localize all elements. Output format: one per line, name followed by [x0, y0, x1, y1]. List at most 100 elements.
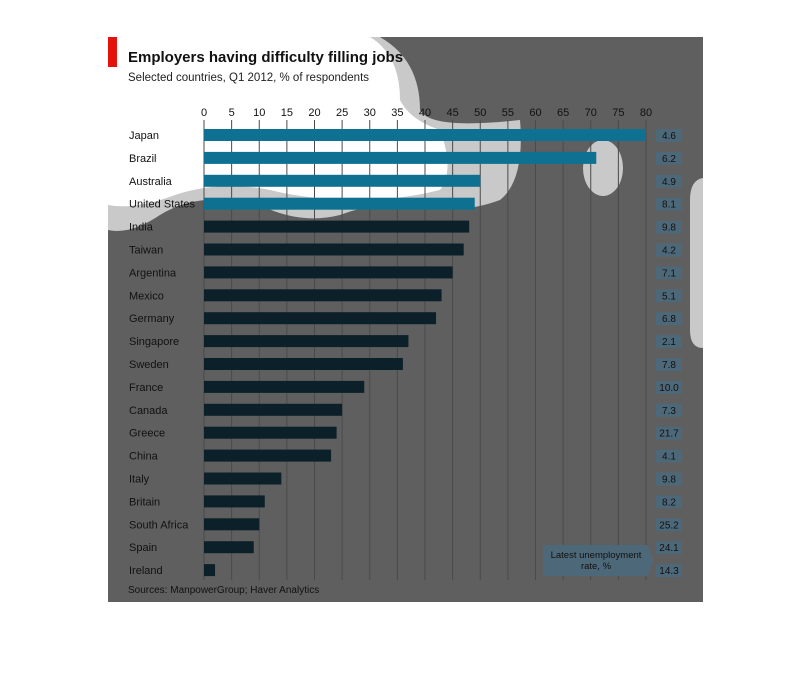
unemployment-box [656, 426, 682, 440]
x-tick-label: 10 [253, 107, 265, 119]
unemployment-note: Latest unemployment rate, % [543, 545, 653, 576]
bar [204, 518, 260, 531]
category-label: Brazil [129, 153, 157, 165]
unemployment-value: 2.1 [662, 337, 676, 348]
bar [204, 380, 365, 393]
grid-lines [203, 120, 647, 581]
unemployment-box [656, 335, 682, 349]
unemployment-value: 7.3 [662, 406, 676, 417]
highlight-overlay-white [108, 37, 448, 207]
x-tick-label: 20 [308, 107, 320, 119]
category-label: United States [129, 199, 196, 211]
unemployment-box [656, 495, 682, 509]
bar [204, 312, 437, 325]
unemployment-note-label: Latest unemployment rate, % [551, 550, 642, 572]
bar [204, 174, 481, 187]
x-axis-ticks: 0 5 10 15 20 25 30 35 40 45 50 55 60 65 70 75 80 [201, 107, 652, 119]
x-tick-label: 80 [640, 107, 652, 119]
unemployment-column: 4.6 6.2 4.9 8.1 9.8 4.2 7.1 5.1 6.8 2.1 7.8 10.0 7.3… [656, 129, 682, 578]
unemployment-value: 6.2 [662, 154, 676, 165]
x-tick-label: 35 [391, 107, 403, 119]
x-tick-label: 25 [336, 107, 348, 119]
category-label: Britain [129, 496, 160, 508]
chart-title: Employers having difficulty filling jobs [128, 49, 403, 66]
category-label: Argentina [129, 267, 177, 279]
category-label: India [129, 222, 154, 234]
category-label: Italy [129, 474, 150, 486]
x-tick-label: 40 [419, 107, 431, 119]
category-label: Spain [129, 542, 157, 554]
x-tick-label: 0 [201, 107, 207, 119]
bar [204, 197, 475, 210]
category-label: Ireland [129, 565, 163, 577]
unemployment-box [656, 312, 682, 326]
unemployment-box [656, 289, 682, 303]
unemployment-box [656, 472, 682, 486]
red-accent-tag [108, 37, 117, 67]
bar [204, 335, 409, 348]
category-label: Australia [129, 176, 173, 188]
bars [204, 129, 646, 577]
unemployment-box [656, 449, 682, 463]
category-labels: Japan Brazil Australia United States India Ta… [129, 130, 196, 577]
category-label: France [129, 382, 163, 394]
category-label: Canada [129, 405, 168, 417]
category-label: Sweden [129, 359, 169, 371]
unemployment-value: 6.8 [662, 314, 676, 325]
bar [204, 495, 265, 508]
unemployment-box [656, 243, 682, 257]
unemployment-box [656, 403, 682, 417]
category-label: Singapore [129, 336, 179, 348]
bar [204, 426, 337, 439]
highlight-overlay-oval [583, 140, 623, 196]
unemployment-value: 9.8 [662, 223, 676, 234]
unemployment-box [656, 151, 682, 165]
unemployment-value: 7.8 [662, 360, 676, 371]
category-label: Germany [129, 313, 175, 325]
bar [204, 472, 282, 485]
unemployment-value: 14.3 [659, 566, 679, 577]
bar [204, 358, 403, 370]
unemployment-box [656, 174, 682, 188]
highlight-overlay-right [690, 178, 703, 348]
bar [204, 243, 464, 256]
x-tick-label: 15 [281, 107, 293, 119]
bar [204, 220, 470, 233]
bar [204, 403, 343, 416]
unemployment-value: 4.6 [662, 131, 676, 142]
unemployment-box [656, 564, 682, 578]
unemployment-value: 4.1 [662, 452, 676, 463]
x-tick-label: 60 [529, 107, 541, 119]
unemployment-value: 9.8 [662, 475, 676, 486]
unemployment-value: 7.1 [662, 268, 676, 279]
unemployment-value: 25.2 [659, 520, 679, 531]
x-tick-label: 55 [502, 107, 514, 119]
x-tick-label: 5 [229, 107, 235, 119]
unemployment-box [656, 220, 682, 234]
category-label: Japan [129, 130, 159, 142]
x-tick-label: 70 [585, 107, 597, 119]
bar [204, 129, 646, 141]
bar [204, 564, 216, 577]
unemployment-value: 24.1 [659, 543, 679, 554]
x-tick-label: 75 [612, 107, 624, 119]
unemployment-box [656, 129, 682, 142]
unemployment-box [656, 358, 682, 371]
unemployment-value: 8.1 [662, 200, 676, 211]
bar [204, 541, 254, 554]
category-label: China [129, 451, 159, 463]
unemployment-box [656, 266, 682, 280]
category-label: Mexico [129, 290, 164, 302]
category-label: Greece [129, 428, 165, 440]
unemployment-value: 21.7 [659, 429, 679, 440]
unemployment-value: 10.0 [659, 383, 679, 394]
unemployment-box [656, 197, 682, 211]
unemployment-box [656, 518, 682, 532]
x-tick-label: 50 [474, 107, 486, 119]
unemployment-value: 4.9 [662, 177, 676, 188]
source-note: Sources: ManpowerGroup; Haver Analytics [128, 585, 319, 596]
bar [204, 266, 453, 279]
x-tick-label: 45 [447, 107, 459, 119]
x-tick-label: 65 [557, 107, 569, 119]
